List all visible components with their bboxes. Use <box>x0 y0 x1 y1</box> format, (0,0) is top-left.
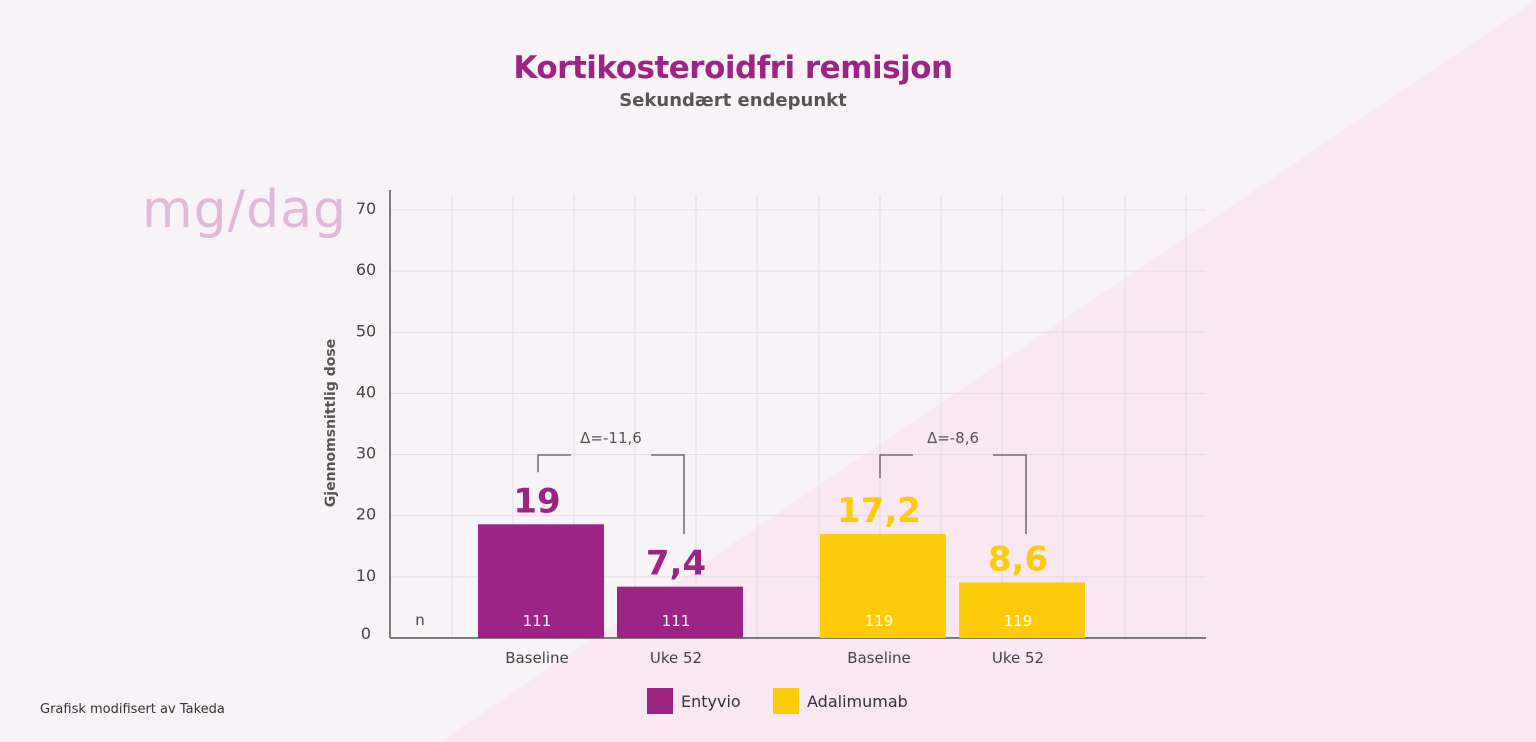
x-tick-label-adalimumab-baseline: Baseline <box>847 649 911 667</box>
unit-label: mg/dag <box>142 180 348 240</box>
n-value-adalimumab-baseline: 119 <box>865 612 894 630</box>
data-label-entyvio-baseline: 19 <box>513 481 560 521</box>
legend-swatch-adalimumab <box>773 688 799 714</box>
delta-label-adalimumab: Δ=-8,6 <box>927 429 979 447</box>
n-value-entyvio-uke-52: 111 <box>662 612 691 630</box>
legend-label-adalimumab: Adalimumab <box>807 691 908 711</box>
y-tick-label-40: 40 <box>356 382 376 401</box>
n-label: n <box>415 611 425 629</box>
x-tick-label-entyvio-uke-52: Uke 52 <box>650 649 702 667</box>
bar-adalimumab-baseline <box>820 534 946 638</box>
y-tick-label-10: 10 <box>356 566 376 585</box>
legend-item-entyvio: Entyvio <box>647 688 741 714</box>
bar-entyvio-baseline <box>478 524 604 638</box>
delta-bracket-entyvio <box>537 454 685 534</box>
data-label-adalimumab-uke-52: 8,6 <box>988 539 1048 579</box>
delta-bracket-adalimumab <box>879 454 1027 534</box>
background-diagonal-shape <box>440 0 1536 742</box>
y-tick-label-60: 60 <box>356 260 376 279</box>
x-tick-label-adalimumab-uke-52: Uke 52 <box>992 649 1044 667</box>
n-value-entyvio-baseline: 111 <box>523 612 552 630</box>
y-tick-label-20: 20 <box>356 505 376 524</box>
data-label-adalimumab-baseline: 17,2 <box>837 491 921 531</box>
data-label-entyvio-uke-52: 7,4 <box>646 544 706 584</box>
chart-title: Kortikosteroidfri remisjon <box>513 50 953 86</box>
chart-subtitle: Sekundært endepunkt <box>619 90 847 111</box>
legend-swatch-entyvio <box>647 688 673 714</box>
legend-label-entyvio: Entyvio <box>681 691 741 711</box>
y-tick-label-30: 30 <box>356 444 376 463</box>
footnote: Grafisk modifisert av Takeda <box>40 702 225 717</box>
bar-adalimumab-uke-52 <box>959 582 1085 638</box>
y-tick-label-0: 0 <box>361 624 371 643</box>
bar-entyvio-uke-52 <box>617 586 743 638</box>
y-tick-label-70: 70 <box>356 199 376 218</box>
y-tick-label-50: 50 <box>356 321 376 340</box>
y-axis-label: Gjennomsnittlig dose <box>323 339 339 507</box>
delta-label-entyvio: Δ=-11,6 <box>580 429 642 447</box>
legend-item-adalimumab: Adalimumab <box>773 688 908 714</box>
x-tick-label-entyvio-baseline: Baseline <box>505 649 569 667</box>
n-value-adalimumab-uke-52: 119 <box>1004 612 1033 630</box>
